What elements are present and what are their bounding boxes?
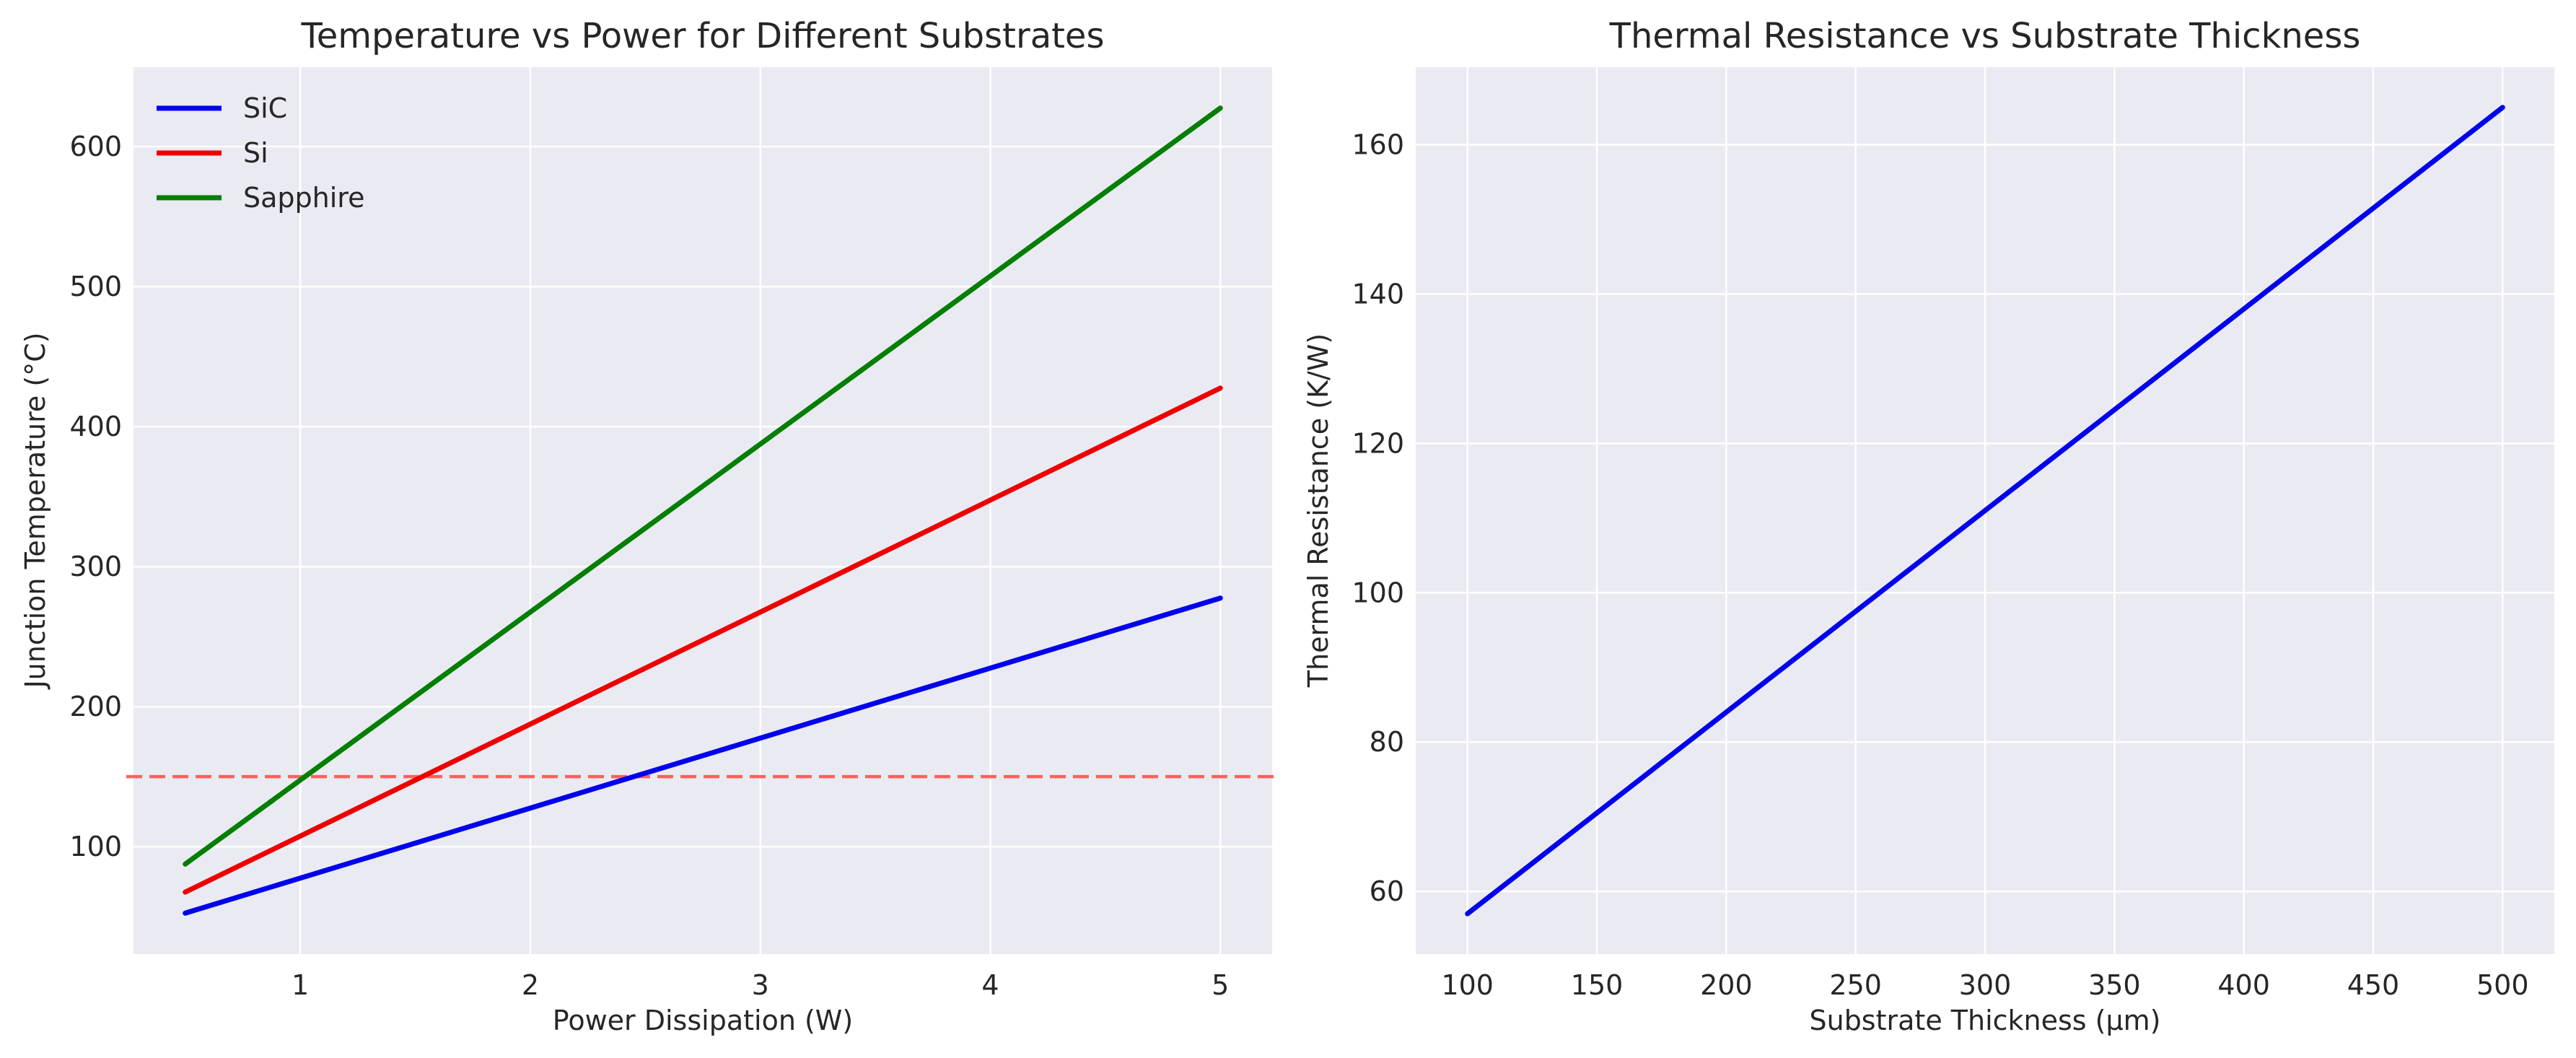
- series-line-series-0: [1465, 105, 2505, 917]
- gridlines-left: [133, 67, 1272, 954]
- legend-left: SiC Si Sapphire: [157, 92, 364, 214]
- x-tick-label: 500: [2476, 969, 2529, 1001]
- x-tick-label: 400: [2217, 969, 2270, 1001]
- x-tick-label: 5: [1212, 969, 1229, 1001]
- x-tick-label: 1: [292, 969, 309, 1001]
- legend-label: Si: [243, 137, 268, 169]
- y-tick-label: 140: [1351, 278, 1404, 310]
- series-line-sic: [183, 595, 1223, 916]
- x-tick-label: 250: [1829, 969, 1882, 1001]
- series-line-si: [183, 385, 1223, 895]
- y-tick-label: 100: [1351, 577, 1404, 608]
- y-tick-labels-right: 60 80 100 120 140 160: [1351, 129, 1404, 908]
- chart-temperature-vs-power: 1 2 3 4 5 100 200 300 400 500 600 Temperature vs …: [19, 16, 1279, 1036]
- x-tick-label: 450: [2347, 969, 2400, 1001]
- series-right: [1465, 105, 2505, 917]
- plot-area-left: [133, 67, 1272, 954]
- x-tick-label: 150: [1571, 969, 1624, 1001]
- x-axis-label-left: Power Dissipation (W): [553, 1005, 853, 1036]
- y-tick-label: 120: [1351, 427, 1404, 459]
- y-tick-label: 160: [1351, 129, 1404, 161]
- x-tick-label: 200: [1700, 969, 1753, 1001]
- y-tick-label: 600: [69, 131, 122, 162]
- x-tick-label: 2: [522, 969, 539, 1001]
- y-tick-label: 200: [69, 691, 122, 722]
- series-line-sapphire: [183, 105, 1223, 867]
- gridlines-right: [1416, 67, 2554, 954]
- y-tick-label: 300: [69, 551, 122, 582]
- legend-label: SiC: [243, 92, 287, 124]
- x-tick-label: 350: [2088, 969, 2141, 1001]
- x-axis-label-right: Substrate Thickness (μm): [1809, 1005, 2160, 1036]
- y-tick-label: 80: [1370, 726, 1404, 758]
- y-axis-label-right: Thermal Resistance (K/W): [1302, 333, 1334, 688]
- x-tick-label: 300: [1959, 969, 2012, 1001]
- x-tick-label: 3: [752, 969, 769, 1001]
- chart-title-right: Thermal Resistance vs Substrate Thicknes…: [1609, 16, 2361, 56]
- x-tick-label: 100: [1441, 969, 1494, 1001]
- y-tick-label: 60: [1370, 875, 1404, 907]
- y-axis-label-left: Junction Temperature (°C): [19, 332, 51, 689]
- chart-title-left: Temperature vs Power for Different Subst…: [301, 16, 1105, 56]
- y-tick-label: 500: [69, 271, 122, 302]
- y-tick-label: 400: [69, 411, 122, 442]
- y-tick-labels-left: 100 200 300 400 500 600: [69, 131, 122, 862]
- legend-label: Sapphire: [243, 182, 364, 214]
- x-tick-label: 4: [981, 969, 999, 1001]
- x-tick-labels-right: 100 150 200 250 300 350 400 450 500: [1441, 969, 2528, 1001]
- series-left: [183, 105, 1223, 916]
- chart-thermal-resistance-vs-thickness: 100 150 200 250 300 350 400 450 500 60 80 100 120 14…: [1302, 16, 2554, 1036]
- x-tick-labels-left: 1 2 3 4 5: [292, 969, 1229, 1001]
- y-tick-label: 100: [69, 831, 122, 862]
